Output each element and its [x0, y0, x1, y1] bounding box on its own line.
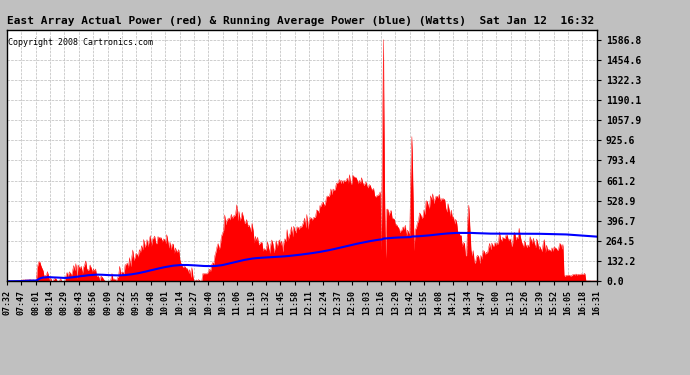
Text: Copyright 2008 Cartronics.com: Copyright 2008 Cartronics.com	[8, 38, 153, 46]
Text: East Array Actual Power (red) & Running Average Power (blue) (Watts)  Sat Jan 12: East Array Actual Power (red) & Running …	[7, 16, 594, 27]
